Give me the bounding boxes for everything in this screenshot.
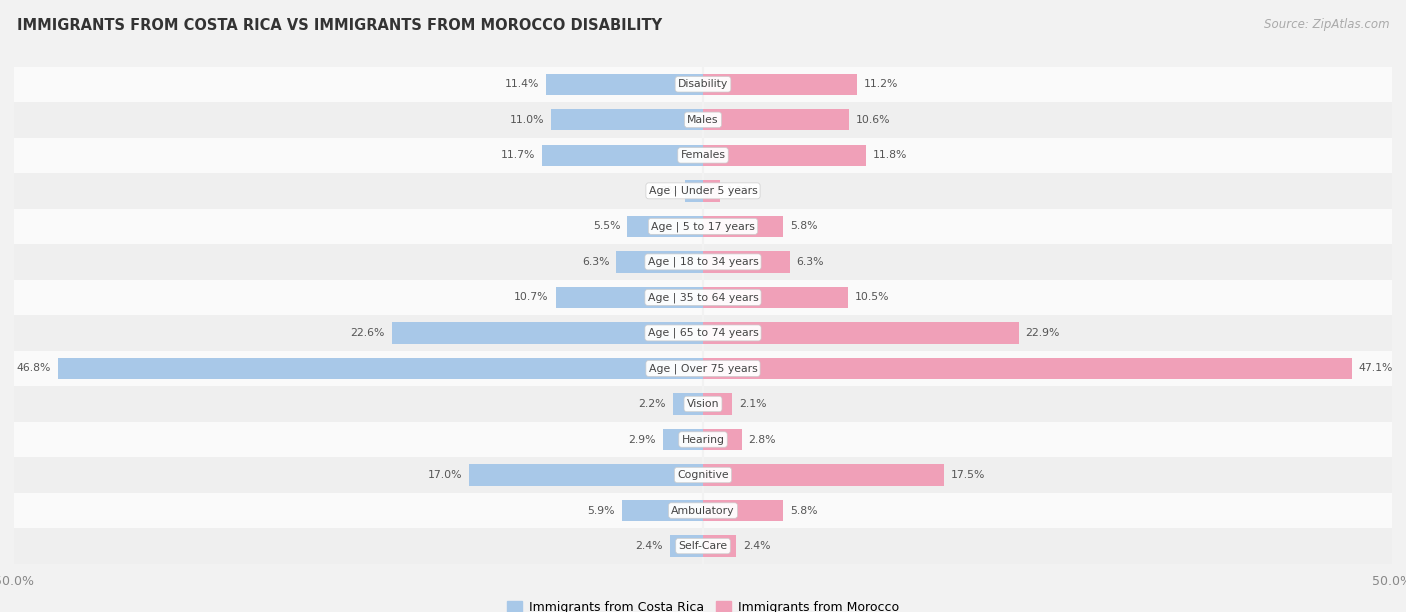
Bar [669,536,703,557]
Text: 5.8%: 5.8% [790,506,817,515]
Bar [672,394,703,415]
Bar [14,386,1392,422]
Bar [664,429,703,450]
Text: 5.8%: 5.8% [790,222,817,231]
Bar [14,138,1392,173]
Text: 22.6%: 22.6% [350,328,385,338]
Text: 17.0%: 17.0% [427,470,461,480]
Text: Age | 5 to 17 years: Age | 5 to 17 years [651,221,755,231]
Text: 11.2%: 11.2% [865,80,898,89]
Bar [555,287,703,308]
Text: Age | Under 5 years: Age | Under 5 years [648,185,758,196]
Text: 46.8%: 46.8% [17,364,51,373]
Text: 2.9%: 2.9% [628,435,657,444]
Bar [703,180,720,201]
Text: Disability: Disability [678,80,728,89]
Bar [14,315,1392,351]
Bar [703,500,783,521]
Bar [14,528,1392,564]
Bar [703,73,858,95]
Text: 2.2%: 2.2% [638,399,666,409]
Bar [627,215,703,237]
Bar [14,493,1392,528]
Text: Males: Males [688,115,718,125]
Bar [703,536,737,557]
Text: 10.5%: 10.5% [855,293,889,302]
Bar [14,173,1392,209]
Text: 2.1%: 2.1% [738,399,766,409]
Text: Age | 35 to 64 years: Age | 35 to 64 years [648,292,758,303]
Bar [58,358,703,379]
Text: Ambulatory: Ambulatory [671,506,735,515]
Bar [14,102,1392,138]
Text: 11.7%: 11.7% [501,151,534,160]
Bar [703,394,733,415]
Bar [14,457,1392,493]
Text: 6.3%: 6.3% [797,257,824,267]
Text: 2.8%: 2.8% [748,435,776,444]
Bar [392,323,703,343]
Text: 2.4%: 2.4% [636,541,664,551]
Bar [14,280,1392,315]
Bar [14,67,1392,102]
Legend: Immigrants from Costa Rica, Immigrants from Morocco: Immigrants from Costa Rica, Immigrants f… [502,596,904,612]
Text: 11.4%: 11.4% [505,80,538,89]
Bar [685,180,703,201]
Text: 6.3%: 6.3% [582,257,609,267]
Text: 2.4%: 2.4% [742,541,770,551]
Text: Hearing: Hearing [682,435,724,444]
Text: 11.0%: 11.0% [510,115,544,125]
Bar [616,252,703,272]
Text: Age | 18 to 34 years: Age | 18 to 34 years [648,256,758,267]
Bar [703,215,783,237]
Text: Age | Over 75 years: Age | Over 75 years [648,363,758,374]
Text: Age | 65 to 74 years: Age | 65 to 74 years [648,327,758,338]
Text: Females: Females [681,151,725,160]
Bar [14,244,1392,280]
Bar [546,73,703,95]
Bar [703,465,945,486]
Bar [703,287,848,308]
Bar [14,422,1392,457]
Text: 22.9%: 22.9% [1025,328,1060,338]
Bar [703,144,866,166]
Text: 5.9%: 5.9% [588,506,614,515]
Text: IMMIGRANTS FROM COSTA RICA VS IMMIGRANTS FROM MOROCCO DISABILITY: IMMIGRANTS FROM COSTA RICA VS IMMIGRANTS… [17,18,662,34]
Text: Self-Care: Self-Care [679,541,727,551]
Bar [703,252,790,272]
Text: Cognitive: Cognitive [678,470,728,480]
Text: 1.2%: 1.2% [727,186,754,196]
Bar [14,209,1392,244]
Text: 17.5%: 17.5% [950,470,986,480]
Bar [703,429,741,450]
Bar [541,144,703,166]
Bar [468,465,703,486]
Bar [551,109,703,130]
Text: 1.3%: 1.3% [651,186,678,196]
Text: 10.6%: 10.6% [856,115,890,125]
Bar [621,500,703,521]
Bar [703,323,1018,343]
Text: Vision: Vision [686,399,720,409]
Text: 10.7%: 10.7% [515,293,548,302]
Text: 11.8%: 11.8% [873,151,907,160]
Bar [14,351,1392,386]
Bar [703,358,1353,379]
Bar [703,109,849,130]
Text: Source: ZipAtlas.com: Source: ZipAtlas.com [1264,18,1389,31]
Text: 5.5%: 5.5% [593,222,620,231]
Text: 47.1%: 47.1% [1358,364,1393,373]
